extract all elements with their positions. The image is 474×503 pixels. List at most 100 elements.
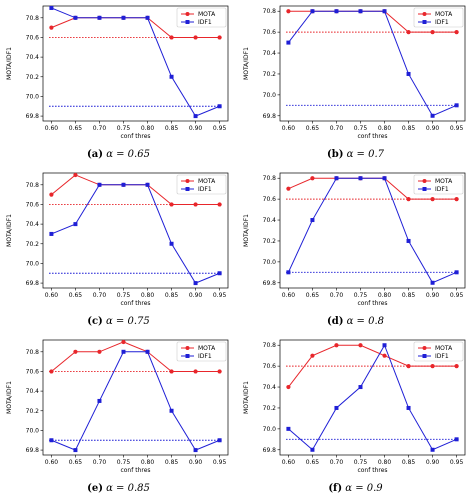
data-point <box>97 398 102 403</box>
data-point <box>169 408 174 413</box>
data-point <box>217 438 222 443</box>
data-point <box>169 202 174 207</box>
x-tick-label: 0.90 <box>189 292 203 299</box>
data-point <box>49 25 54 30</box>
data-point <box>49 438 54 443</box>
data-point <box>193 281 198 286</box>
series-line <box>51 7 220 117</box>
x-tick-label: 0.90 <box>426 125 440 132</box>
y-tick-label: 70.8 <box>263 8 277 15</box>
x-tick-label: 0.80 <box>378 292 392 299</box>
x-tick-label: 0.90 <box>189 459 203 466</box>
chart-svg: 0.60 0.65 0.70 0.75 0.80 0.85 0.90 0.95 69.8 70.0… <box>6 5 229 140</box>
x-axis-label: conf thres <box>120 300 150 307</box>
data-point <box>406 364 411 369</box>
data-point <box>169 35 174 40</box>
y-axis-label: MOTA/IDF1 <box>243 381 250 414</box>
data-point <box>382 176 387 181</box>
chart-panel: 0.60 0.65 0.70 0.75 0.80 0.85 0.90 0.95 69.8 70.0… <box>237 0 474 167</box>
data-point <box>73 448 78 453</box>
data-point <box>286 384 291 390</box>
y-tick-label: 70.2 <box>263 71 277 78</box>
caption-equation: α = 0.7 <box>346 149 385 160</box>
data-point <box>382 353 387 358</box>
y-tick-label: 70.6 <box>26 34 40 41</box>
legend-marker <box>185 346 190 350</box>
x-axis-label: conf thres <box>357 467 387 474</box>
y-tick-label: 70.4 <box>26 54 40 61</box>
y-tick-label: 70.0 <box>26 427 40 434</box>
data-point <box>49 5 54 10</box>
y-tick-label: 70.4 <box>26 221 40 228</box>
chart-svg: 0.60 0.65 0.70 0.75 0.80 0.85 0.90 0.95 69.8 70.0… <box>6 172 229 307</box>
chart-panel: 0.60 0.65 0.70 0.75 0.80 0.85 0.90 0.95 69.8 70.0… <box>0 334 237 501</box>
data-point <box>286 270 291 275</box>
plot-frame <box>279 5 466 122</box>
y-tick-label: 70.4 <box>263 50 277 57</box>
y-tick-label: 70.6 <box>26 368 40 375</box>
data-point <box>121 349 126 354</box>
data-point <box>97 349 102 354</box>
x-tick-label: 0.75 <box>354 459 368 466</box>
data-point <box>121 182 126 187</box>
data-point <box>454 364 459 369</box>
legend-marker <box>422 179 427 183</box>
y-tick-label: 70.8 <box>26 15 40 22</box>
data-point <box>217 202 222 207</box>
legend-label: IDF1 <box>435 186 449 193</box>
series-line <box>51 341 220 372</box>
data-point <box>454 270 459 275</box>
data-point <box>169 369 174 374</box>
caption-equation: α = 0.8 <box>346 316 385 327</box>
x-tick-label: 0.95 <box>450 459 464 466</box>
caption-letter: (a) <box>87 149 103 160</box>
legend-label: MOTA <box>435 345 453 352</box>
data-point <box>97 15 102 20</box>
data-point <box>310 176 315 181</box>
legend-marker <box>422 20 427 24</box>
x-tick-label: 0.90 <box>426 292 440 299</box>
data-point <box>286 426 291 431</box>
data-point <box>145 15 150 20</box>
x-tick-label: 0.75 <box>354 125 368 132</box>
data-point <box>217 271 222 276</box>
data-point <box>193 369 198 374</box>
chart-svg: 0.60 0.65 0.70 0.75 0.80 0.85 0.90 0.95 69.8 70.0… <box>243 172 466 307</box>
data-point <box>430 447 435 452</box>
data-point <box>310 218 315 223</box>
plot-frame <box>279 339 466 456</box>
x-tick-label: 0.95 <box>450 125 464 132</box>
x-tick-label: 0.65 <box>69 125 83 132</box>
y-tick-label: 69.8 <box>26 447 40 454</box>
caption-letter: (d) <box>326 316 344 327</box>
data-point <box>49 231 54 236</box>
data-point <box>217 35 222 40</box>
legend-marker <box>185 354 190 358</box>
data-point <box>358 9 363 14</box>
data-point <box>406 238 411 243</box>
series-line <box>51 351 220 451</box>
data-point <box>49 369 54 374</box>
data-point <box>430 197 435 202</box>
legend-label: MOTA <box>198 178 216 185</box>
x-tick-label: 0.65 <box>69 459 83 466</box>
subfigure-caption: (a) α = 0.65 <box>0 149 237 160</box>
y-tick-label: 70.2 <box>26 74 40 81</box>
caption-equation: α = 0.85 <box>106 483 150 494</box>
x-tick-label: 0.80 <box>141 292 155 299</box>
x-tick-label: 0.70 <box>93 125 107 132</box>
x-tick-label: 0.75 <box>354 292 368 299</box>
chart-panel: 0.60 0.65 0.70 0.75 0.80 0.85 0.90 0.95 69.8 70.0… <box>237 334 474 501</box>
data-point <box>406 405 411 410</box>
caption-letter: (c) <box>87 316 103 327</box>
legend-label: IDF1 <box>435 19 449 26</box>
data-point <box>358 385 363 390</box>
y-tick-label: 70.2 <box>26 241 40 248</box>
y-tick-label: 70.8 <box>26 349 40 356</box>
data-point <box>193 35 198 40</box>
legend-label: MOTA <box>435 11 453 18</box>
y-tick-label: 70.6 <box>263 363 277 370</box>
y-axis-label: MOTA/IDF1 <box>6 47 13 80</box>
y-tick-label: 70.2 <box>263 405 277 412</box>
data-point <box>310 353 315 358</box>
